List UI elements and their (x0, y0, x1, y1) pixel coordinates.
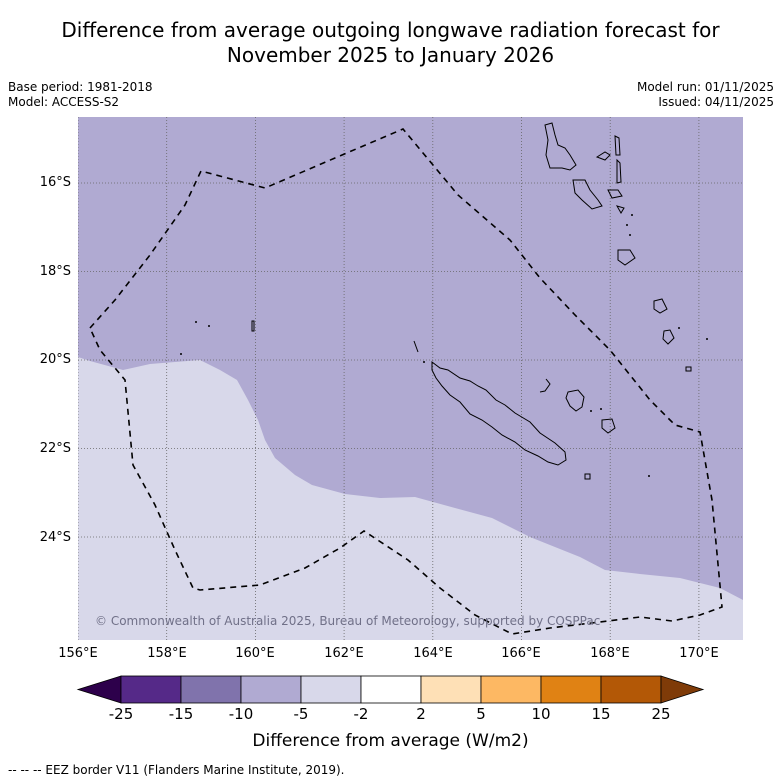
island-isle-of-pines (584, 473, 591, 480)
colorbar-extend-low (76, 675, 122, 704)
colorbar-tick: 5 (476, 705, 486, 723)
island-aneityum (662, 329, 675, 345)
island-erromango (617, 249, 636, 266)
colorbar-segment (540, 675, 602, 704)
island-small-2 (251, 320, 255, 332)
lon-label: 156°E (58, 646, 98, 661)
lon-label: 166°E (501, 646, 541, 661)
colorbar-segment (300, 675, 362, 704)
island-malekula (572, 179, 603, 210)
island-ouvea (539, 378, 551, 393)
colorbar-tick: 10 (531, 705, 551, 723)
lon-label: 168°E (590, 646, 630, 661)
island-pentecost (616, 158, 622, 184)
island-maewo (614, 135, 621, 156)
colorbar-tick: 25 (651, 705, 671, 723)
model-run: Model run: 01/11/2025 (636, 80, 774, 94)
issued-date: Issued: 04/11/2025 (658, 95, 774, 109)
colorbar-tick: 2 (416, 705, 426, 723)
lon-label: 164°E (413, 646, 453, 661)
colorbar-tick: -10 (228, 705, 254, 723)
lat-label: 16°S (39, 175, 71, 190)
colorbar-segment (600, 675, 662, 704)
island-small-1 (685, 366, 692, 372)
island-belep (413, 340, 419, 353)
model-name: Model: ACCESS-S2 (8, 95, 120, 109)
chart-title: Difference from average outgoing longwav… (0, 18, 781, 68)
colorbar-tick: 15 (591, 705, 611, 723)
island-espiritu-santo (544, 122, 577, 171)
lon-label: 162°E (324, 646, 364, 661)
title-line-1: Difference from average outgoing longwav… (61, 18, 720, 42)
colorbar-tick: -2 (353, 705, 369, 723)
colorbar-segment (120, 675, 182, 704)
graticule (78, 117, 743, 640)
colorbar-label: Difference from average (W/m2) (252, 731, 529, 751)
island-lifou (565, 389, 585, 412)
island-ambae (595, 151, 611, 161)
colorbar-tick: -15 (168, 705, 194, 723)
lat-label: 24°S (39, 530, 71, 545)
lat-label: 20°S (39, 352, 71, 367)
colorbar (76, 675, 705, 704)
title-line-2: November 2025 to January 2026 (226, 43, 555, 67)
lon-label: 160°E (235, 646, 275, 661)
base-period: Base period: 1981-2018 (8, 80, 153, 94)
colorbar-extend-high (660, 675, 705, 704)
colorbar-segment (240, 675, 302, 704)
small-islets (180, 214, 708, 477)
colorbar-segment (420, 675, 482, 704)
island-epi (615, 205, 625, 214)
colorbar-segment (360, 675, 422, 704)
coastlines (251, 122, 692, 480)
island-mare (601, 418, 616, 434)
colorbar-segment (180, 675, 242, 704)
lon-label: 158°E (147, 646, 187, 661)
meta-left: Base period: 1981-2018 Model: ACCESS-S2 (8, 80, 153, 110)
island-new-caledonia (431, 361, 567, 466)
colorbar-tick: -5 (293, 705, 309, 723)
region-minus5-minus2 (78, 357, 743, 640)
colorbar-tick: -25 (108, 705, 134, 723)
island-efate (607, 189, 623, 199)
meta-right: Model run: 01/11/2025 Issued: 04/11/2025 (637, 80, 774, 110)
lat-label: 18°S (39, 264, 71, 279)
lon-label: 170°E (679, 646, 719, 661)
lat-label: 22°S (39, 441, 71, 456)
eez-footnote: -- -- -- EEZ border V11 (Flanders Marine… (8, 763, 345, 777)
copyright-notice: © Commonwealth of Australia 2025, Bureau… (95, 614, 601, 628)
colorbar-segment (480, 675, 542, 704)
island-tanna (653, 298, 668, 314)
